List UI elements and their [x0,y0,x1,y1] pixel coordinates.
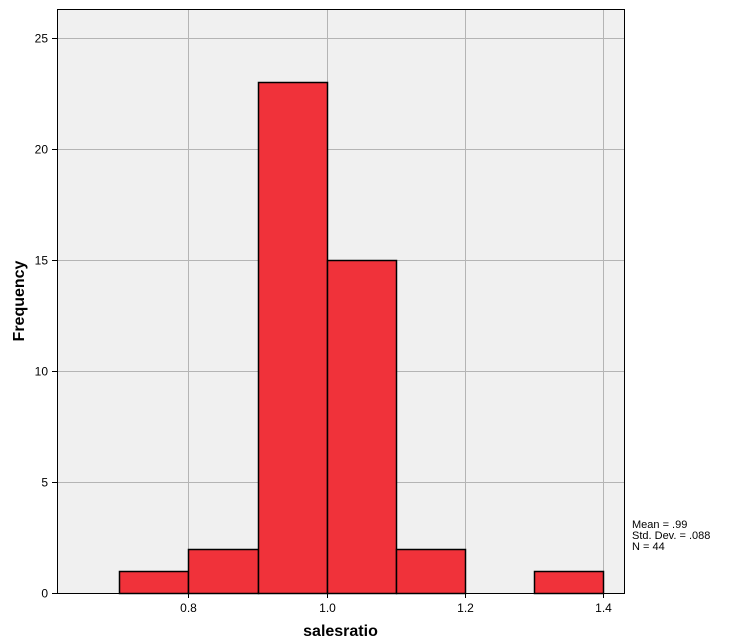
histogram-bar [118,570,190,595]
x-tick-label: 0.8 [180,601,197,615]
y-tick-label: 5 [41,476,48,490]
stat-mean: Mean = .99 [632,519,688,531]
plot-frame [57,9,625,594]
y-tick-label: 20 [35,143,49,157]
histogram-bar [395,548,467,595]
y-tick-label: 25 [35,32,49,46]
y-tick-label: 10 [35,365,49,379]
histogram-bar [257,81,329,595]
x-tick-label: 1.4 [595,601,612,615]
bars [118,81,605,595]
axis-ticks: 0.8 1.0 1.2 1.4 0 5 10 15 20 25 [35,32,613,616]
x-tick-label: 1.0 [319,601,336,615]
stat-n: N = 44 [632,541,665,553]
summary-stats: Mean = .99 Std. Dev. = .088 N = 44 [632,520,710,553]
histogram-bar [326,259,398,595]
stat-std-dev: Std. Dev. = .088 [632,530,711,542]
y-tick-label: 15 [35,254,49,268]
x-axis-title: salesratio [303,623,378,640]
histogram-bar [187,548,260,595]
histogram-bar [533,570,605,595]
y-tick-label: 0 [41,587,48,601]
x-tick-label: 1.2 [457,601,474,615]
y-axis-title: Frequency [11,260,28,341]
